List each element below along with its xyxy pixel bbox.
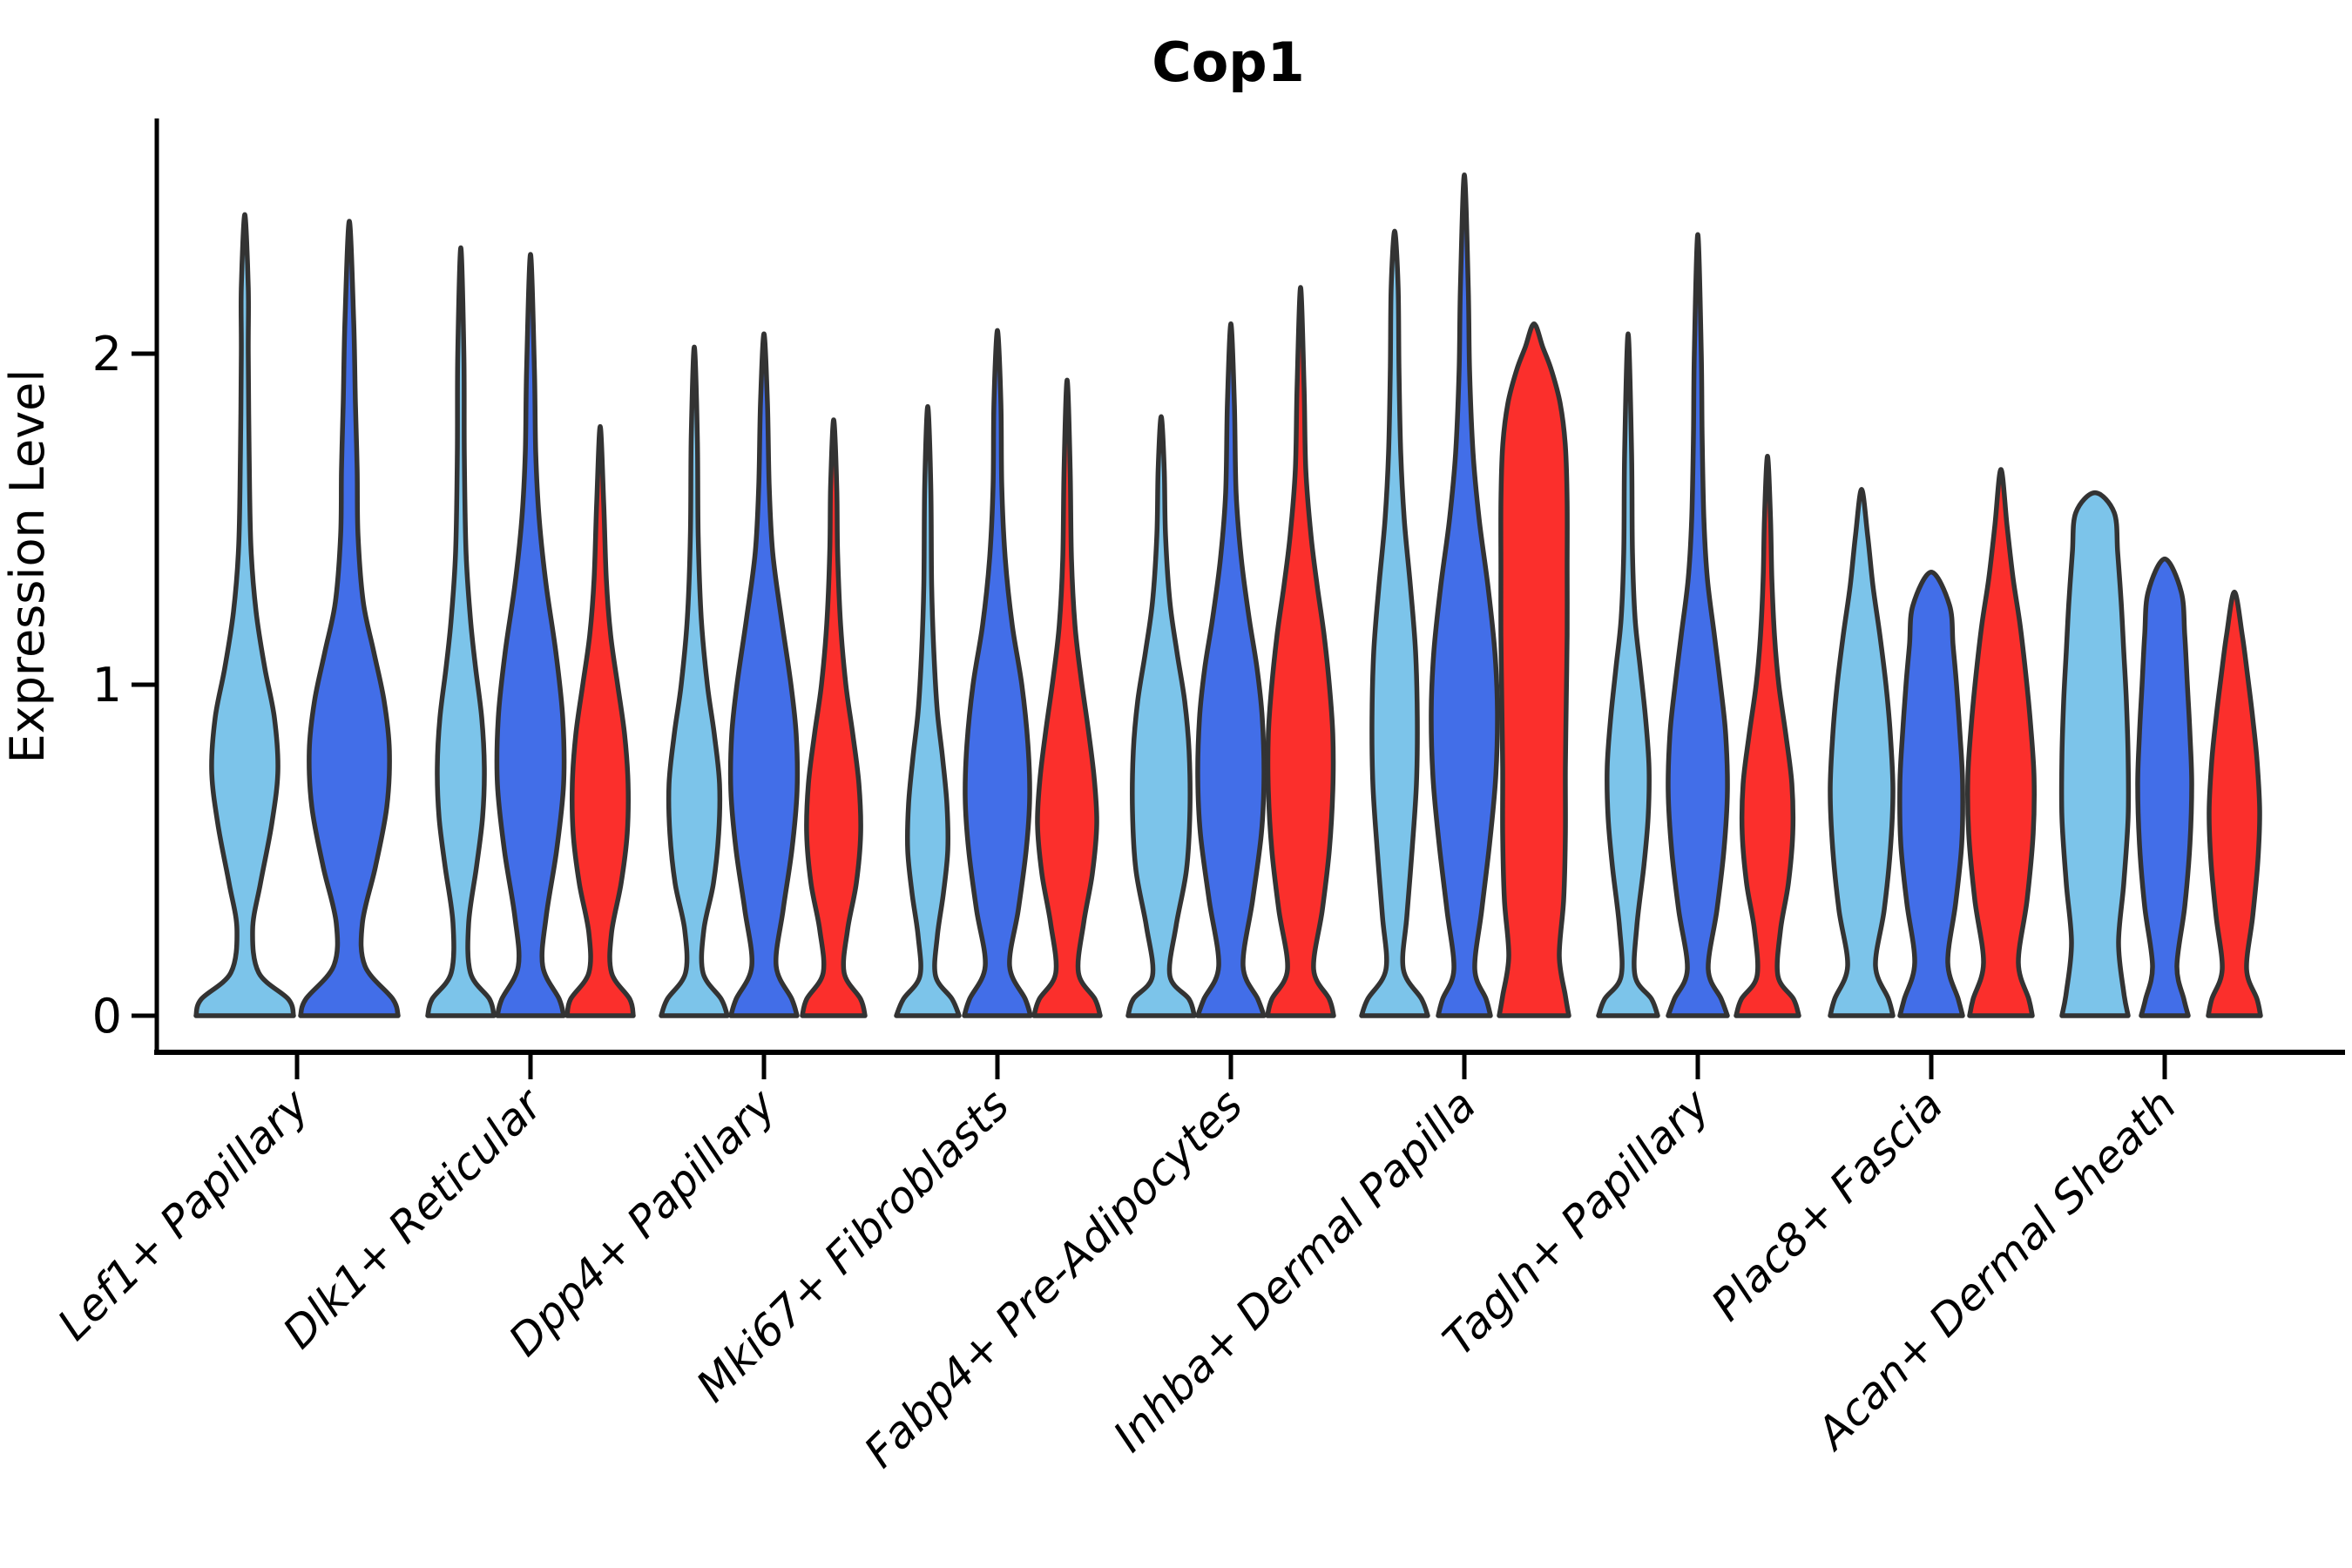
violin-light_blue: [425, 245, 497, 1018]
x-tick-label: Lef1+ Papillary: [48, 1078, 319, 1349]
violin-red: [1964, 467, 2038, 1018]
violin-light_blue: [1359, 228, 1430, 1018]
violin-light_blue: [1125, 414, 1197, 1018]
violin-red: [800, 417, 868, 1018]
violin-dark_blue: [2135, 556, 2194, 1018]
violin-light_blue: [2058, 490, 2132, 1018]
violin-dark_blue: [494, 252, 567, 1018]
violin-dark_blue: [1429, 172, 1500, 1018]
label-layer: Cop1 Expression Level: [0, 30, 1305, 763]
x-tick-label: Plac8+ Fascia: [1702, 1079, 1953, 1330]
y-tick-label: 0: [92, 989, 122, 1044]
violin-red: [2206, 589, 2263, 1018]
violin-dark_blue: [298, 219, 401, 1018]
violin-light_blue: [193, 212, 296, 1018]
violin-light_blue: [1828, 487, 1896, 1018]
chart-title: Cop1: [1152, 30, 1305, 94]
violin-dark_blue: [1666, 232, 1730, 1018]
violin-dark_blue: [962, 328, 1033, 1018]
violin-dark_blue: [727, 331, 801, 1018]
y-tick-label: 1: [92, 658, 122, 713]
violin-red: [1031, 377, 1103, 1018]
violin-light_blue: [659, 344, 730, 1018]
violin-dark_blue: [1195, 321, 1267, 1018]
violin-red: [1265, 285, 1336, 1018]
violin-light_blue: [894, 404, 962, 1018]
y-axis-title: Expression Level: [0, 369, 55, 764]
violin-red: [564, 423, 636, 1018]
y-tick-label: 2: [92, 327, 122, 382]
violin-layer: [193, 172, 2263, 1018]
x-tick-label: Dlk1+ Reticular: [274, 1078, 554, 1358]
violin-red: [1497, 321, 1571, 1018]
violin-dark_blue: [1897, 570, 1965, 1018]
violin-red: [1734, 454, 1801, 1018]
violin-light_blue: [1596, 331, 1660, 1018]
x-tick-label: Fabp4+ Pre-Adipocytes: [855, 1079, 1253, 1477]
